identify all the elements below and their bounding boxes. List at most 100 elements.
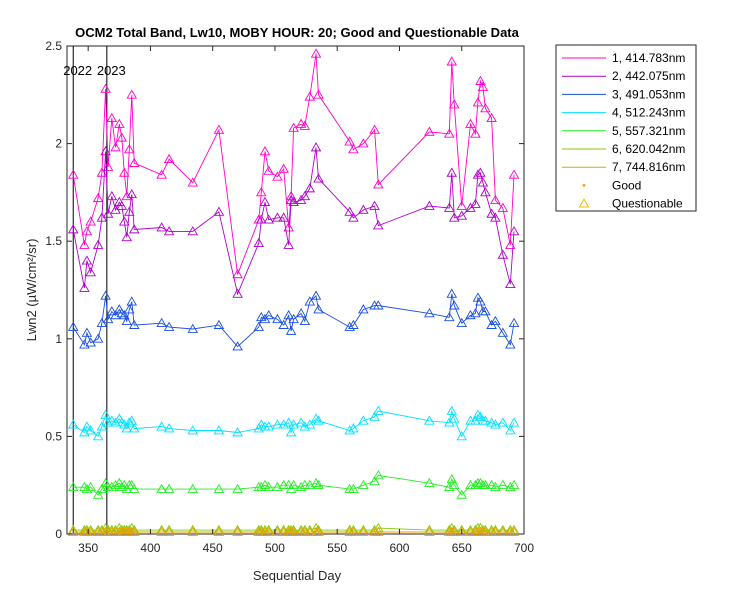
data-point bbox=[480, 306, 491, 316]
data-point bbox=[213, 483, 225, 493]
data-point bbox=[213, 526, 225, 536]
data-point bbox=[470, 128, 481, 138]
data-point bbox=[156, 483, 167, 493]
data-point bbox=[285, 427, 297, 437]
data-point bbox=[259, 146, 271, 156]
data-point bbox=[472, 97, 484, 107]
data-point bbox=[255, 481, 267, 491]
data-point bbox=[272, 481, 283, 491]
data-point bbox=[456, 489, 468, 499]
data-point bbox=[373, 405, 384, 415]
data-point bbox=[100, 409, 111, 419]
data-point bbox=[446, 56, 458, 66]
data-point bbox=[213, 425, 225, 435]
data-point bbox=[116, 308, 128, 318]
data-point bbox=[106, 306, 118, 316]
data-point bbox=[116, 481, 128, 491]
data-point bbox=[85, 267, 96, 277]
data-point bbox=[232, 524, 243, 534]
data-point bbox=[497, 202, 509, 212]
data-point bbox=[156, 526, 167, 536]
data-point bbox=[358, 524, 369, 534]
data-point bbox=[283, 222, 294, 232]
legend-box bbox=[555, 44, 697, 212]
legend-good-marker bbox=[582, 183, 586, 187]
series-5 bbox=[67, 470, 520, 499]
data-point bbox=[187, 226, 199, 236]
data-point bbox=[128, 319, 140, 329]
data-point bbox=[480, 526, 491, 536]
data-point bbox=[110, 142, 121, 152]
data-point bbox=[358, 526, 369, 536]
data-point bbox=[373, 470, 384, 480]
y-axis-label: Lwn2 (µW/cm²/sr) bbox=[24, 239, 39, 342]
data-point bbox=[92, 239, 104, 249]
data-point bbox=[480, 186, 491, 197]
data-point bbox=[288, 524, 299, 534]
data-point bbox=[288, 526, 299, 536]
series-7 bbox=[67, 526, 520, 536]
data-point bbox=[163, 524, 175, 534]
data-point bbox=[163, 423, 175, 433]
data-point bbox=[369, 475, 380, 486]
data-point bbox=[505, 278, 516, 288]
data-point bbox=[288, 196, 299, 206]
data-point bbox=[446, 288, 458, 298]
data-point bbox=[272, 313, 283, 324]
legend: 1, 414.783nm 2, 442.075nm 3, 491.053nm 4, 5… bbox=[555, 44, 697, 212]
data-point bbox=[497, 249, 509, 259]
data-point bbox=[283, 309, 294, 320]
data-point bbox=[295, 308, 307, 318]
data-point bbox=[358, 204, 369, 214]
data-point bbox=[67, 169, 79, 179]
data-point bbox=[232, 483, 243, 493]
data-point bbox=[106, 481, 118, 491]
data-point bbox=[497, 526, 509, 536]
data-point bbox=[490, 315, 501, 326]
data-point bbox=[278, 212, 289, 222]
data-point bbox=[505, 481, 516, 491]
data-point bbox=[92, 430, 104, 441]
data-point bbox=[288, 479, 299, 490]
data-point bbox=[126, 89, 138, 99]
data-point bbox=[106, 190, 118, 201]
data-point bbox=[486, 208, 497, 218]
data-point bbox=[444, 311, 455, 322]
data-point bbox=[156, 421, 167, 431]
data-point bbox=[348, 319, 359, 329]
data-point bbox=[304, 91, 316, 101]
data-point bbox=[100, 290, 111, 300]
x-tick-label: 600 bbox=[389, 541, 409, 555]
data-point bbox=[490, 419, 501, 429]
x-tick-label: 700 bbox=[514, 541, 534, 555]
data-point bbox=[288, 313, 299, 324]
data-point bbox=[102, 208, 114, 218]
data-point bbox=[288, 122, 299, 132]
data-point bbox=[128, 224, 140, 234]
data-point bbox=[444, 481, 455, 491]
data-point bbox=[128, 423, 140, 433]
data-point bbox=[123, 144, 135, 154]
data-point bbox=[128, 526, 140, 536]
data-point bbox=[272, 419, 283, 429]
plot-area: 2022 2023 bbox=[63, 45, 525, 536]
data-point bbox=[121, 423, 133, 433]
data-point bbox=[470, 308, 481, 318]
y-tick-label: 0 bbox=[55, 527, 62, 541]
data-point bbox=[263, 165, 275, 175]
data-point bbox=[477, 81, 489, 91]
data-point bbox=[126, 415, 138, 425]
x-axis-label: Sequential Day bbox=[253, 568, 342, 583]
data-point bbox=[116, 132, 128, 142]
data-point bbox=[213, 319, 225, 329]
data-point bbox=[508, 479, 520, 490]
data-point bbox=[187, 524, 199, 534]
data-point bbox=[497, 479, 509, 490]
data-point bbox=[232, 341, 243, 351]
series-line bbox=[72, 53, 515, 275]
data-point bbox=[424, 126, 435, 136]
data-point bbox=[285, 194, 297, 205]
data-point bbox=[85, 216, 96, 226]
data-point bbox=[313, 479, 324, 490]
